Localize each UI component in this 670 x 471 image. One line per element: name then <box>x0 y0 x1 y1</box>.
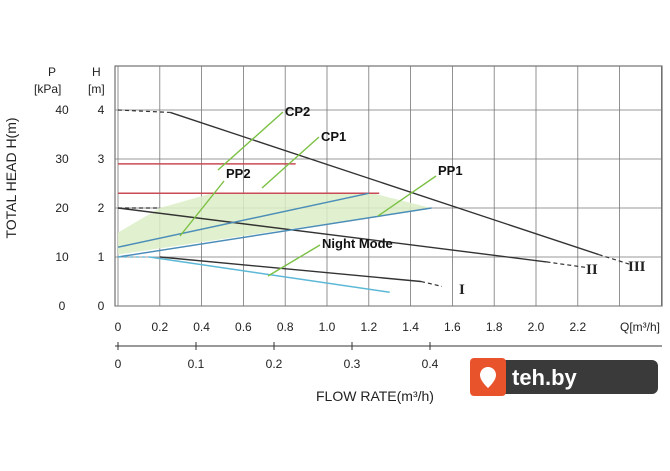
speed-curve-3 <box>170 111 599 256</box>
x-tick-label: 0 <box>115 320 122 334</box>
x-tick-labels: 0 0.2 0.4 0.6 0.8 1.0 1.2 1.4 1.6 1.8 2.0 2.2 <box>115 320 587 334</box>
head-tick-label: 2 <box>98 201 105 215</box>
secondary-x-tick-label: 0.1 <box>188 357 205 371</box>
x-tick-label: 2.0 <box>528 320 545 334</box>
secondary-x-tick-label: 0.2 <box>266 357 283 371</box>
series-label-cp1: CP1 <box>321 129 346 144</box>
x-tick-label: 1.6 <box>444 320 461 334</box>
series-label-pp2: PP2 <box>226 166 251 181</box>
secondary-x-tick-label: 0 <box>115 357 122 371</box>
leader-line <box>217 111 284 171</box>
x-tick-label: 0.8 <box>277 320 294 334</box>
pressure-axis-label: P <box>48 65 56 79</box>
x-tick-label: 0.6 <box>235 320 252 334</box>
series-label-pp1: PP1 <box>438 163 463 178</box>
x-axis-title: FLOW RATE(m³/h) <box>316 388 434 404</box>
watermark-badge <box>498 360 658 394</box>
speed-curve-tail-2 <box>546 261 589 269</box>
head-tick-labels: 0 1 2 3 4 <box>98 103 105 313</box>
leader-line <box>267 244 321 277</box>
pressure-tick-label: 10 <box>55 250 69 264</box>
x-tick-label: 2.2 <box>569 320 586 334</box>
watermark-text: teh.by <box>512 365 578 390</box>
head-axis-label: H <box>92 65 101 79</box>
pressure-tick-label: 20 <box>55 201 69 215</box>
speed-curve-2 <box>117 207 547 263</box>
head-tick-label: 0 <box>98 299 105 313</box>
x-tick-label: 0.4 <box>193 320 210 334</box>
x-tick-label: 1.2 <box>360 320 377 334</box>
pressure-tick-label: 40 <box>55 103 69 117</box>
x-tick-label: 1.4 <box>402 320 419 334</box>
series-line-pp1 <box>117 207 432 258</box>
head-tick-label: 3 <box>98 152 105 166</box>
leader-lines <box>179 111 437 277</box>
secondary-x-tick-label: 0.4 <box>422 357 439 371</box>
pin-icon <box>480 367 496 388</box>
head-axis-unit: [m] <box>88 82 105 96</box>
series-line-pp2 <box>117 192 369 248</box>
leader-line <box>261 136 320 189</box>
head-tick-label: 1 <box>98 250 105 264</box>
series-label-night-mode: Night Mode <box>322 236 393 251</box>
x-unit-label: Q[m³/h] <box>620 320 660 334</box>
operating-region <box>118 193 432 255</box>
pressure-axis-unit: [kPa] <box>34 82 61 96</box>
speed-curve-dash-1 <box>420 280 443 287</box>
speed-curve-tail-3 <box>598 253 631 265</box>
pressure-tick-label: 30 <box>55 152 69 166</box>
speed-label-1: I <box>459 282 465 298</box>
leader-line <box>179 180 225 237</box>
speed-label-3: III <box>628 259 646 275</box>
pressure-tick-label: 0 <box>59 299 66 313</box>
secondary-x-tick-labels: 0 0.1 0.2 0.3 0.4 <box>115 342 439 371</box>
secondary-x-tick-label: 0.3 <box>344 357 361 371</box>
head-tick-label: 4 <box>98 103 105 117</box>
series-label-cp2: CP2 <box>285 104 310 119</box>
plot-frame <box>114 65 663 307</box>
speed-label-2: II <box>586 262 598 278</box>
pressure-tick-labels: 0 10 20 30 40 <box>55 103 69 313</box>
x-tick-label: 1.0 <box>319 320 336 334</box>
speed-curve-1 <box>159 256 422 283</box>
y-axis-title: TOTAL HEAD H(m) <box>3 117 19 238</box>
speed-curve-dash-3 <box>117 109 171 114</box>
x-tick-label: 1.8 <box>486 320 503 334</box>
leader-line <box>377 175 437 217</box>
x-tick-label: 0.2 <box>151 320 168 334</box>
grid <box>114 65 663 307</box>
watermark: teh.by <box>470 358 658 396</box>
speed-curves <box>117 109 631 287</box>
